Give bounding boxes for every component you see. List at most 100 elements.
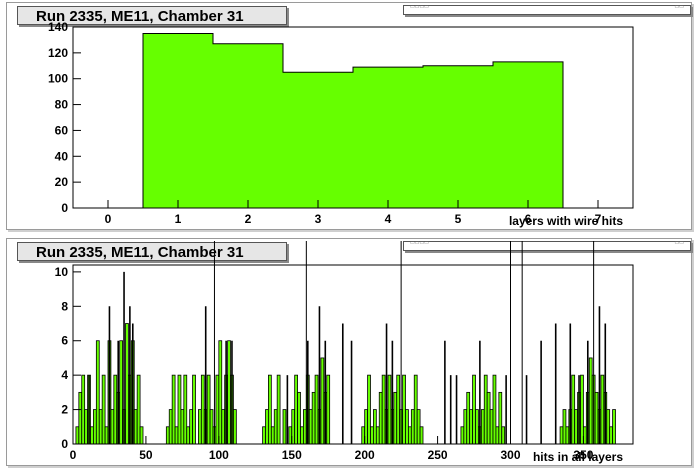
histogram-bin [198,409,202,445]
x-axis-label: layers with wire hits [509,214,623,228]
histogram-bin [186,426,191,445]
histogram-bar [213,43,283,208]
histogram-bin [373,409,377,445]
histogram-bin [320,357,325,445]
histogram-bin [75,426,80,445]
chart-title: Run 2335, ME11, Chamber 31 [17,242,287,261]
histogram-bin [326,374,331,445]
histogram-bin [460,426,465,445]
histogram-bin [136,374,141,445]
histogram-bin [472,374,476,445]
plot-frame [72,26,634,209]
histogram-bin [408,426,412,445]
histogram-bin [84,409,88,445]
y-tick-label: 6 [61,334,68,348]
histogram-bin [498,391,503,445]
histogram-bin [495,426,500,445]
histogram-bin [463,409,468,445]
histogram-bin [209,409,214,445]
histogram-bin [273,409,278,445]
histogram-bin [139,426,144,445]
y-tick-label: 60 [55,123,69,137]
histogram-bin [378,391,383,445]
x-axis-label: hits in all layers [533,450,623,464]
x-tick-label: 100 [209,448,229,462]
histogram-bin [78,391,83,445]
histogram-bin [483,374,488,445]
y-tick-label: 0 [61,201,68,215]
histogram-bin [501,426,506,445]
histogram-bin [268,374,272,445]
histogram-bin [419,426,424,445]
x-tick-label: 50 [139,448,153,462]
histogram-bin [486,391,491,445]
histogram-bin [405,409,409,445]
histogram-bin [133,409,138,445]
histogram-bin [270,426,275,445]
histogram-bin [574,409,578,445]
histogram-bar [423,65,493,209]
y-tick-label: 2 [61,403,68,417]
x-tick-label: 150 [282,448,302,462]
histogram-bin [168,409,173,445]
histogram-bin [110,409,115,445]
top-chart-panel: Run 2335, ME11, Chamber 31 ▭▭▭▭ ▭▭ 0 20 40… [6,2,692,230]
histogram-bin [580,374,584,445]
chart-title: Run 2335, ME11, Chamber 31 [17,6,287,25]
histogram-bin [200,374,205,445]
x-tick-label: 7 [595,212,602,226]
histogram-bin [300,426,304,445]
y-tick-label: 100 [48,72,68,86]
histogram-bin [104,426,109,445]
y-tick-label: 10 [55,265,69,279]
histogram-bin [606,409,611,445]
histogram-bin [612,409,616,445]
x-tick-label: 0 [70,448,77,462]
histogram-bin [466,391,471,445]
histogram-bar [353,67,423,208]
histogram-bin [171,374,176,445]
histogram-bin [370,426,374,445]
histogram-bin [469,409,473,445]
histogram-bin [297,391,301,445]
histogram-bin [600,374,605,445]
histogram-bin [218,340,223,445]
histogram-bin [189,409,193,445]
histogram-bin [233,409,237,445]
histogram-bin [215,374,220,445]
y-tick-label: 80 [55,98,69,112]
histogram-bin [571,374,576,445]
histogram-bin [381,374,386,445]
y-tick-label: 20 [55,175,69,189]
histogram-bin [565,426,570,445]
x-tick-label: 3 [315,212,322,226]
stats-label-left: ▭▭▭▭ [410,240,429,246]
histogram-bin [227,340,231,445]
y-tick-label: 120 [48,46,68,60]
histogram-bar [493,61,563,209]
histogram-bin [183,374,188,445]
histogram-bin [262,426,266,445]
histogram-bin [492,374,497,445]
x-tick-label: 4 [385,212,392,226]
histogram-bin [125,323,129,445]
histogram-bin [192,374,196,445]
histogram-bin [282,409,287,445]
histogram-bin [180,409,185,445]
histogram-bin [594,391,599,445]
histogram-bin [311,391,316,445]
histogram-bin [101,374,106,445]
y-tick-label: 40 [55,149,69,163]
x-tick-label: 6 [525,212,532,226]
histogram-bin [367,374,371,445]
stats-label-left: ▭▭▭▭ [410,4,429,10]
stats-label-right: ▭▭ [674,240,684,246]
histogram-bin [98,409,103,445]
bottom-chart-panel: Run 2335, ME11, Chamber 31 ▭▭▭▭ ▭▭ 0 2 4 6 8… [6,238,692,466]
x-tick-label: 0 [105,212,112,226]
histogram-bin [559,426,564,445]
histogram-bin [308,409,313,445]
histogram-bar [283,72,353,208]
histogram-bin [387,374,392,445]
histogram-bin [93,409,97,445]
